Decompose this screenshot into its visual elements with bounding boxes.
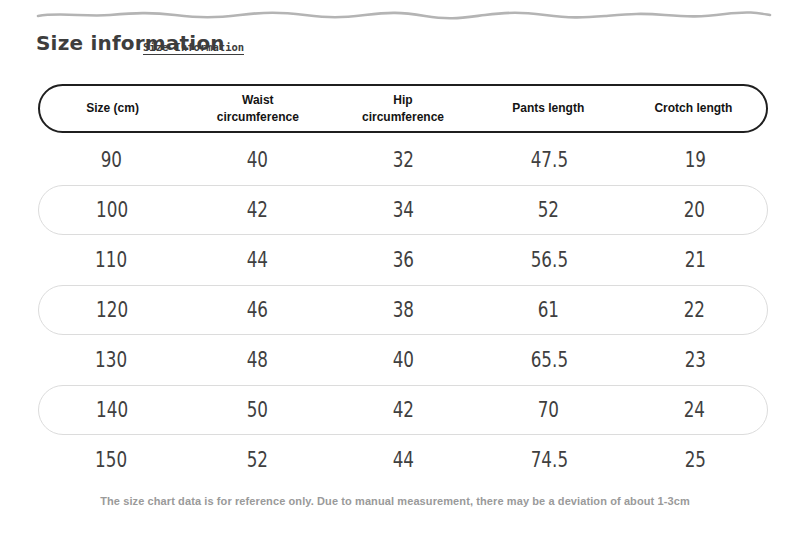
- cell-value: 42: [392, 398, 413, 422]
- table-header-cell: Waist circumference: [185, 92, 330, 124]
- size-information-page: Size Information Size information Size (…: [0, 0, 790, 533]
- table-cell: 110: [38, 248, 184, 272]
- table-cell: 56.5: [476, 248, 622, 272]
- cell-value: 34: [392, 198, 413, 222]
- cell-value: 46: [247, 298, 268, 322]
- table-cell: 22: [621, 298, 767, 322]
- table-cell: 150: [38, 448, 184, 472]
- cell-value: 130: [95, 348, 127, 372]
- table-cell: 46: [185, 298, 331, 322]
- table-cell: 44: [184, 248, 330, 272]
- cell-value: 150: [95, 448, 127, 472]
- table-cell: 32: [330, 148, 476, 172]
- cell-value: 74.5: [530, 448, 567, 472]
- table-cell: 23: [622, 348, 768, 372]
- table-cell: 74.5: [476, 448, 622, 472]
- table-row: 110 44 36 56.5 21: [38, 235, 768, 285]
- page-title: Size information: [36, 31, 225, 55]
- cell-value: 22: [683, 298, 704, 322]
- cell-value: 40: [392, 348, 413, 372]
- cell-value: 36: [392, 248, 413, 272]
- table-cell: 120: [39, 298, 185, 322]
- column-label: Waist circumference: [208, 92, 308, 124]
- table-row: 140 50 42 70 24: [38, 385, 768, 435]
- column-label: Crotch length: [654, 100, 732, 116]
- table-cell: 48: [184, 348, 330, 372]
- cell-value: 25: [684, 448, 705, 472]
- cell-value: 110: [95, 248, 127, 272]
- cell-value: 32: [392, 148, 413, 172]
- table-cell: 70: [476, 398, 622, 422]
- cell-value: 40: [246, 148, 267, 172]
- table-body: 90 40 32 47.5 19 100 42 34 52 20 110 44 36 56.5 21 120 4…: [38, 135, 768, 485]
- table-cell: 38: [330, 298, 476, 322]
- table-cell: 42: [330, 398, 476, 422]
- cell-value: 70: [538, 398, 559, 422]
- table-cell: 20: [621, 198, 767, 222]
- table-cell: 25: [622, 448, 768, 472]
- table-row: 130 48 40 65.5 23: [38, 335, 768, 385]
- table-cell: 52: [184, 448, 330, 472]
- table-header-row: Size (cm) Waist circumference Hip circum…: [38, 84, 768, 133]
- table-cell: 65.5: [476, 348, 622, 372]
- cell-value: 23: [684, 348, 705, 372]
- cell-value: 38: [392, 298, 413, 322]
- cell-value: 50: [247, 398, 268, 422]
- table-cell: 34: [330, 198, 476, 222]
- table-row: 120 46 38 61 22: [38, 285, 768, 335]
- cell-value: 65.5: [530, 348, 567, 372]
- cell-value: 140: [96, 398, 128, 422]
- table-cell: 44: [330, 448, 476, 472]
- table-cell: 100: [39, 198, 185, 222]
- table-cell: 130: [38, 348, 184, 372]
- cell-value: 42: [247, 198, 268, 222]
- column-label: Pants length: [512, 100, 584, 116]
- column-label: Hip circumference: [353, 92, 453, 124]
- table-cell: 52: [476, 198, 622, 222]
- table-cell: 21: [622, 248, 768, 272]
- table-cell: 40: [330, 348, 476, 372]
- table-cell: 36: [330, 248, 476, 272]
- table-cell: 47.5: [476, 148, 622, 172]
- cell-value: 52: [246, 448, 267, 472]
- table-row: 150 52 44 74.5 25: [38, 435, 768, 485]
- cell-value: 19: [684, 148, 705, 172]
- table-header-cell: Hip circumference: [330, 92, 475, 124]
- cell-value: 90: [100, 148, 121, 172]
- column-label: Size (cm): [86, 100, 139, 116]
- cell-value: 120: [96, 298, 128, 322]
- disclaimer-text: The size chart data is for reference onl…: [0, 495, 790, 507]
- table-header-cell: Size (cm): [40, 100, 185, 116]
- size-table: Size (cm) Waist circumference Hip circum…: [38, 84, 768, 485]
- table-header-cell: Pants length: [476, 100, 621, 116]
- table-header-cell: Crotch length: [621, 100, 766, 116]
- cell-value: 48: [246, 348, 267, 372]
- cell-value: 56.5: [530, 248, 567, 272]
- wavy-divider: [30, 6, 778, 22]
- cell-value: 21: [684, 248, 705, 272]
- table-cell: 50: [185, 398, 331, 422]
- table-cell: 40: [184, 148, 330, 172]
- cell-value: 52: [538, 198, 559, 222]
- cell-value: 47.5: [530, 148, 567, 172]
- table-cell: 90: [38, 148, 184, 172]
- table-row: 90 40 32 47.5 19: [38, 135, 768, 185]
- table-cell: 19: [622, 148, 768, 172]
- table-cell: 24: [621, 398, 767, 422]
- table-cell: 61: [476, 298, 622, 322]
- cell-value: 44: [392, 448, 413, 472]
- table-cell: 42: [185, 198, 331, 222]
- cell-value: 61: [538, 298, 559, 322]
- cell-value: 24: [683, 398, 704, 422]
- cell-value: 100: [96, 198, 128, 222]
- table-row: 100 42 34 52 20: [38, 185, 768, 235]
- table-cell: 140: [39, 398, 185, 422]
- cell-value: 44: [246, 248, 267, 272]
- cell-value: 20: [683, 198, 704, 222]
